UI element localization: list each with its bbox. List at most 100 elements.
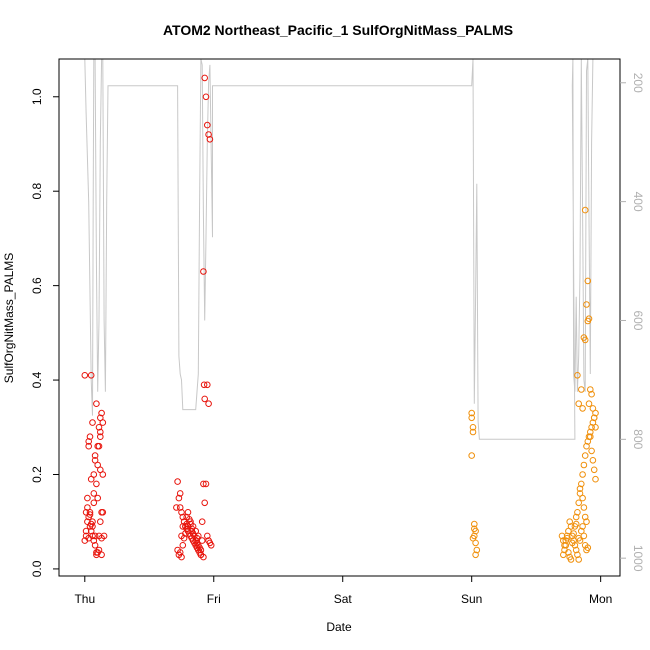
data-point	[176, 504, 184, 511]
data-point	[563, 534, 571, 542]
data-point	[581, 513, 589, 521]
data-point	[202, 480, 210, 488]
data-point	[82, 527, 90, 535]
data-point	[566, 518, 574, 526]
data-point	[574, 372, 581, 379]
data-point	[579, 494, 586, 502]
data-point	[93, 480, 100, 488]
data-point	[578, 386, 585, 393]
data-point	[206, 136, 214, 143]
data-point	[580, 461, 588, 469]
data-point	[193, 534, 201, 542]
data-point	[84, 504, 91, 511]
data-point	[183, 520, 190, 528]
data-point	[587, 433, 594, 441]
data-point	[468, 452, 476, 459]
x-tick-label: Fri	[207, 592, 221, 606]
data-point	[579, 523, 586, 530]
data-point	[587, 428, 594, 436]
data-point	[590, 466, 598, 474]
data-point	[471, 520, 478, 528]
series-red	[81, 74, 215, 561]
data-point	[197, 546, 205, 554]
pressure-line	[84, 59, 594, 440]
data-point	[90, 499, 98, 507]
data-point	[179, 542, 187, 549]
data-point	[469, 534, 477, 542]
data-point	[178, 509, 185, 516]
y2-tick-label: 600	[631, 310, 645, 330]
data-point	[472, 551, 479, 559]
data-point	[574, 509, 581, 516]
data-point	[473, 546, 481, 554]
data-point	[176, 549, 184, 556]
data-point	[587, 386, 594, 393]
data-point	[469, 424, 477, 431]
data-point	[188, 527, 196, 535]
data-point	[97, 466, 104, 474]
x-tick-label: Mon	[589, 592, 612, 606]
data-point	[81, 372, 89, 379]
data-point	[570, 530, 577, 537]
data-point	[173, 504, 180, 511]
data-point	[592, 475, 599, 483]
data-point	[584, 317, 592, 325]
data-point	[178, 553, 185, 561]
data-point	[86, 511, 94, 518]
data-point	[87, 527, 95, 535]
data-point	[567, 523, 575, 530]
data-point	[178, 532, 185, 540]
data-point	[200, 480, 207, 488]
data-point	[95, 424, 103, 431]
data-point	[204, 381, 211, 389]
data-point	[590, 414, 598, 422]
x-axis-label: Date	[326, 620, 352, 634]
data-point	[592, 424, 599, 431]
data-point	[205, 131, 212, 138]
y-tick-label: 0.6	[30, 277, 44, 294]
data-point	[198, 537, 206, 544]
y2-tick-label: 200	[631, 73, 645, 93]
series-orange	[468, 206, 599, 563]
data-point	[91, 542, 99, 549]
data-point	[576, 485, 584, 493]
data-point	[580, 532, 588, 540]
data-point	[90, 537, 98, 544]
data-point	[588, 447, 595, 455]
data-point	[200, 268, 207, 275]
x-tick-label: Thu	[74, 592, 95, 606]
data-point	[574, 551, 581, 559]
data-point	[97, 428, 104, 436]
data-point	[174, 478, 181, 485]
x-tick-label: Sat	[334, 592, 353, 606]
data-point	[90, 490, 98, 497]
y-tick-label: 0.0	[30, 560, 44, 577]
data-point	[95, 442, 103, 450]
data-point	[93, 400, 100, 408]
data-point	[95, 546, 103, 554]
plot-area	[81, 59, 599, 563]
data-point	[205, 400, 212, 408]
data-point	[588, 390, 595, 398]
data-point	[91, 457, 99, 464]
plot-frame	[58, 58, 621, 577]
y-axis-left: 0.0 0.2 0.4 0.6 0.8 1.0	[30, 88, 59, 577]
data-point	[583, 546, 590, 554]
data-point	[589, 457, 597, 464]
data-point	[89, 523, 96, 530]
data-point	[468, 409, 476, 417]
x-tick-label: Sun	[461, 592, 482, 606]
data-point	[91, 532, 99, 540]
data-point	[581, 336, 589, 344]
data-point	[575, 499, 583, 507]
y-tick-label: 0.8	[30, 183, 44, 200]
data-point	[87, 372, 95, 379]
data-point	[91, 452, 99, 459]
data-point	[89, 419, 96, 426]
data-point	[581, 452, 589, 459]
data-point	[176, 490, 184, 497]
data-point	[99, 509, 107, 516]
y2-tick-label: 800	[631, 429, 645, 449]
